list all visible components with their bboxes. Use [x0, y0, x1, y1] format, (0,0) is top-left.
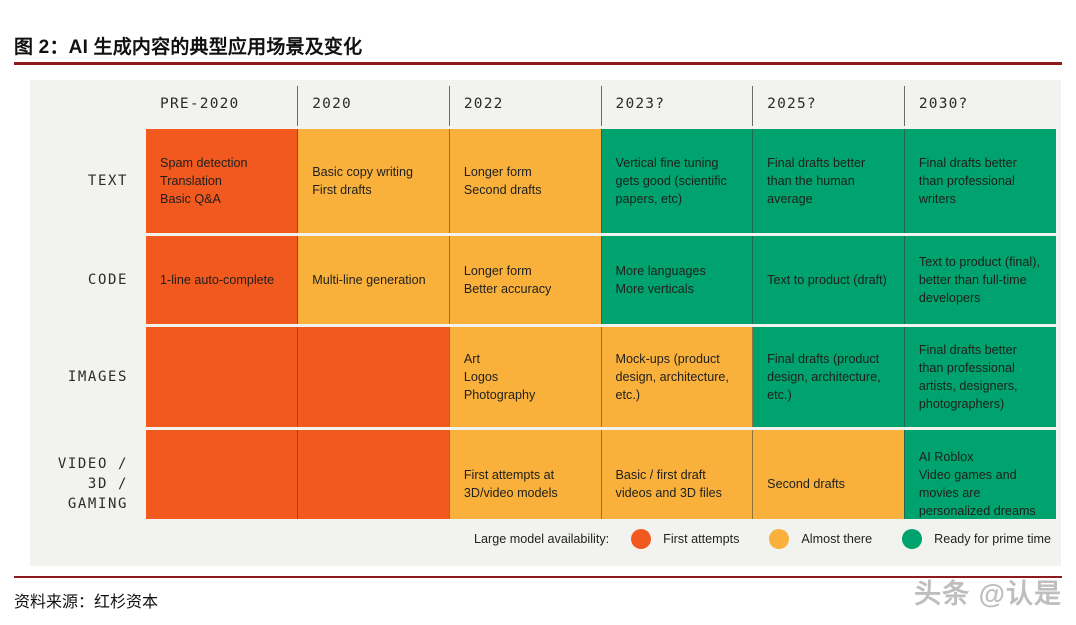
cell-line: Final drafts (product design, architectu…: [767, 351, 881, 403]
matrix-body: TEXT Spam detection Translation Basic Q&…: [30, 126, 1056, 541]
column-header-pre-2020: PRE-2020: [146, 86, 298, 128]
cell-line: Better accuracy: [463, 282, 552, 296]
matrix-cell-code-2022: Longer form Better accuracy: [448, 233, 602, 327]
capability-matrix: PRE-2020 2020 2022 2023? 2025? 2030? TEX…: [30, 86, 1061, 541]
column-header-2025: 2025?: [752, 86, 905, 128]
table-row: IMAGES Art Logos Photography Mock-ups (p…: [30, 324, 1056, 430]
row-label-images: IMAGES: [30, 325, 147, 429]
cell-line: Logos: [463, 369, 499, 384]
legend-item-almost-there: Almost there: [769, 529, 872, 549]
legend: Large model availability: First attempts…: [30, 519, 1061, 559]
matrix-cell-text-pre-2020: Spam detection Translation Basic Q&A: [146, 126, 298, 236]
table-row: TEXT Spam detection Translation Basic Q&…: [30, 126, 1056, 236]
cell-line: Basic Q&A: [160, 192, 221, 207]
cell-line: More verticals: [615, 282, 694, 296]
cell-line: Art: [463, 351, 480, 366]
matrix-table: PRE-2020 2020 2022 2023? 2025? 2030? TEX…: [30, 86, 1056, 541]
matrix-header: PRE-2020 2020 2022 2023? 2025? 2030?: [30, 86, 1056, 128]
matrix-cell-images-2025: Final drafts (product design, architectu…: [752, 324, 905, 430]
cell-line: More languages: [615, 263, 706, 278]
legend-label: Almost there: [801, 532, 873, 546]
cell-line: Video games and movies are personalized …: [918, 467, 1036, 519]
column-header-2023: 2023?: [600, 86, 753, 128]
matrix-cell-code-2023: More languages More verticals: [600, 233, 753, 327]
row-label-code: CODE: [30, 234, 147, 326]
cell-line: Mock-ups (product design, architecture, …: [615, 351, 729, 403]
legend-label: Ready for prime time: [934, 532, 1051, 546]
column-header-2030: 2030?: [903, 86, 1056, 128]
legend-swatch-circle-icon: [902, 529, 923, 549]
matrix-cell-images-pre-2020: [146, 324, 298, 430]
row-label-text: TEXT: [30, 127, 147, 235]
matrix-cell-code-pre-2020: 1-line auto-complete: [146, 233, 298, 327]
cell-line: First attempts at 3D/video models: [463, 467, 558, 500]
header-row: PRE-2020 2020 2022 2023? 2025? 2030?: [30, 86, 1056, 128]
cell-line: Final drafts better than professional ar…: [918, 342, 1018, 412]
matrix-cell-code-2030: Text to product (final), better than ful…: [903, 233, 1056, 327]
matrix-cell-images-2030: Final drafts better than professional ar…: [903, 324, 1056, 430]
matrix-cell-images-2022: Art Logos Photography: [448, 324, 602, 430]
legend-label: First attempts: [663, 532, 740, 546]
cell-line: Spam detection: [160, 155, 248, 170]
matrix-cell-text-2030: Final drafts better than professional wr…: [903, 126, 1056, 236]
cell-line: AI Roblox: [918, 449, 974, 464]
cell-line: Final drafts better than the human avera…: [767, 155, 866, 207]
cell-line: Final drafts better than professional wr…: [918, 155, 1017, 207]
matrix-cell-images-2023: Mock-ups (product design, architecture, …: [600, 324, 753, 430]
matrix-cell-text-2022: Longer form Second drafts: [448, 126, 602, 236]
cell-line: Basic / first draft videos and 3D files: [615, 467, 722, 500]
column-header-2020: 2020: [297, 86, 450, 128]
cell-line: Translation: [160, 173, 222, 188]
cell-line: First drafts: [312, 183, 372, 197]
legend-item-first-attempts: First attempts: [631, 529, 739, 549]
title-divider-rule: [14, 62, 1062, 65]
legend-title: Large model availability:: [474, 532, 610, 546]
cell-line: 1-line auto-complete: [160, 272, 275, 287]
cell-line: Photography: [463, 388, 536, 403]
cell-line: Text to product (final), better than ful…: [918, 254, 1040, 306]
cell-line: Second drafts: [767, 476, 845, 491]
matrix-cell-text-2023: Vertical fine tuning gets good (scientif…: [600, 126, 753, 236]
matrix-cell-code-2020: Multi-line generation: [297, 233, 450, 327]
watermark: 头条 @认是: [914, 579, 1062, 609]
table-row: CODE 1-line auto-complete Multi-line gen…: [30, 233, 1056, 327]
matrix-cell-text-2025: Final drafts better than the human avera…: [752, 126, 905, 236]
matrix-cell-text-2020: Basic copy writing First drafts: [297, 126, 450, 236]
cell-line: Longer form: [463, 263, 532, 278]
source-note: 资料来源：红杉资本: [14, 594, 159, 611]
legend-swatch-circle-icon: [631, 529, 652, 549]
legend-item-ready-for-prime-time: Ready for prime time: [902, 529, 1051, 549]
cell-line: Vertical fine tuning gets good (scientif…: [615, 155, 727, 207]
cell-line: Text to product (draft): [767, 272, 887, 287]
cell-line: Second drafts: [463, 183, 542, 197]
column-header-2022: 2022: [448, 86, 602, 128]
figure-title: 图 2：AI 生成内容的典型应用场景及变化: [14, 37, 363, 58]
footer-divider-rule: [14, 576, 1062, 578]
cell-line: Multi-line generation: [312, 272, 426, 287]
matrix-cell-images-2020: [297, 324, 450, 430]
legend-swatch-circle-icon: [769, 529, 790, 549]
matrix-corner-cell: [30, 86, 147, 128]
cell-line: Longer form: [463, 164, 532, 179]
matrix-cell-code-2025: Text to product (draft): [752, 233, 905, 327]
cell-line: Basic copy writing: [312, 164, 413, 179]
